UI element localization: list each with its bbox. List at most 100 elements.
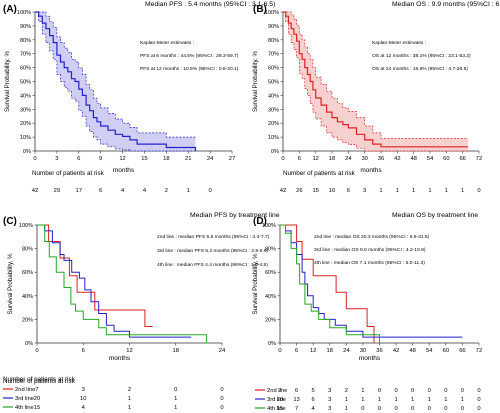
at-risk-count: 6 <box>312 397 315 403</box>
annotation-text: Kaplan-Meier estimates : <box>372 40 426 46</box>
y-tick-label: 20% <box>265 317 276 323</box>
at-risk-count: 1 <box>345 397 348 403</box>
x-tick-label: 27 <box>229 156 235 162</box>
annotation-text: 2nd line : median OS 20.3 months (95%CI … <box>314 234 430 240</box>
ci-lower-line <box>283 11 469 152</box>
at-risk-count: 4 <box>312 406 316 412</box>
at-risk-count: 3 <box>363 188 366 194</box>
y-tick-label: 80% <box>268 38 279 44</box>
legend-label: 4th line <box>15 405 34 411</box>
y-tick-label: 40% <box>268 93 279 99</box>
at-risk-count: 4 <box>82 405 86 411</box>
at-risk-count: 3 <box>328 397 331 403</box>
at-risk-count: 1 <box>345 406 348 412</box>
annotation-text: OS at 12 months : 38.1% (95%CI : 23.1-53… <box>372 53 471 59</box>
x-tick-label: 3 <box>55 156 58 162</box>
x-tick-label: 24 <box>219 348 226 354</box>
at-risk-count: 15 <box>312 188 318 194</box>
panel-c: (C)Median PFS by treatment line0%20%40%6… <box>3 212 280 411</box>
y-tick-label: 20% <box>20 121 31 127</box>
y-tick-label: 80% <box>20 38 31 44</box>
annotation-text: 2nd line : median PFS 5.8 months (95%CI … <box>157 234 270 240</box>
x-tick-label: 0 <box>278 348 281 354</box>
at-risk-count: 10 <box>80 396 86 402</box>
at-risk-count: 17 <box>76 188 82 194</box>
at-risk-count: 1 <box>361 397 364 403</box>
at-risk-count: 3 <box>328 406 331 412</box>
ci-lower-line <box>35 11 196 152</box>
x-tick-label: 18 <box>163 156 169 162</box>
at-risk-count: 7 <box>295 406 298 412</box>
x-tick-label: 54 <box>426 348 433 354</box>
series-line-3rd-line <box>37 224 192 338</box>
x-axis-label: months <box>359 355 381 362</box>
km-estimate-line <box>283 11 469 148</box>
x-tick-label: 60 <box>443 348 449 354</box>
at-risk-count: 0 <box>461 388 464 394</box>
y-tick-label: 10% <box>20 135 31 141</box>
at-risk-count: 6 <box>99 188 102 194</box>
annotation-text: PFS at 6 months : 44.5% (95%CI : 29.3-59… <box>140 53 239 59</box>
at-risk-count: 1 <box>174 396 177 402</box>
x-axis-label: months <box>113 167 135 174</box>
x-tick-label: 24 <box>343 348 350 354</box>
x-tick-label: 24 <box>345 156 352 162</box>
legend-label: 2nd line <box>267 388 287 394</box>
at-risk-count: 5 <box>312 388 315 394</box>
x-tick-label: 60 <box>443 156 449 162</box>
at-risk-count: 0 <box>428 406 431 412</box>
y-tick-label: 60% <box>22 270 33 276</box>
series-line-4th-line <box>37 224 208 343</box>
panel-d: (D)Median OS by treatment line0%20%40%60… <box>3 212 482 412</box>
x-axis-label: months <box>109 355 131 362</box>
chart-title: Median OS by treatment line <box>392 212 478 219</box>
annotations: Kaplan-Meier estimates : PFS at 6 months … <box>140 40 239 72</box>
panel-label: (C) <box>3 216 17 227</box>
legend-label: 4th line <box>267 406 286 412</box>
annotations: Kaplan-Meier estimates : OS at 12 months … <box>372 40 471 72</box>
x-tick-label: 9 <box>99 156 102 162</box>
annotation-text: PFS at 12 months : 10.5% (95%CI : 0.8-20… <box>140 66 239 72</box>
km-estimate-line <box>35 11 197 151</box>
x-tick-label: 12 <box>119 156 125 162</box>
chart-title: Median OS : 9.9 months (95%CI : 6.6-13.4… <box>392 1 500 8</box>
x-tick-label: 30 <box>360 348 366 354</box>
x-tick-label: 24 <box>207 156 214 162</box>
panel-label: (D) <box>253 216 267 227</box>
y-tick-label: 70% <box>268 52 279 58</box>
annotations: 2nd line : median OS 20.3 months (95%CI … <box>314 234 430 266</box>
y-axis-label: Survival Probability, % <box>4 50 11 112</box>
at-risk-count: 15 <box>34 405 40 411</box>
y-tick-label: 40% <box>20 93 31 99</box>
at-risk-count: 1 <box>444 397 447 403</box>
at-risk-count: 1 <box>174 405 177 411</box>
y-axis-label: Survival Probability, % <box>7 253 14 315</box>
series-line-4th-line <box>280 224 380 343</box>
x-axis-label: months <box>360 167 382 174</box>
series-line-2nd-line <box>37 224 153 327</box>
at-risk-count: 0 <box>378 388 381 394</box>
y-tick-label: 10% <box>268 135 279 141</box>
at-risk-count: 42 <box>280 188 286 194</box>
panel-label: (B) <box>253 4 267 15</box>
x-tick-label: 12 <box>310 348 316 354</box>
x-tick-label: 18 <box>327 348 333 354</box>
y-tick-label: 90% <box>268 24 279 30</box>
x-tick-label: 6 <box>298 156 301 162</box>
at-risk-count: 0 <box>411 388 414 394</box>
y-tick-label: 40% <box>22 294 33 300</box>
x-tick-label: 48 <box>410 156 416 162</box>
at-risk-count: 2 <box>128 387 131 393</box>
y-tick-label: 90% <box>20 24 31 30</box>
at-risk-count: 0 <box>444 406 447 412</box>
at-risk-count: 0 <box>361 406 364 412</box>
x-tick-label: 21 <box>185 156 191 162</box>
at-risk-count: 0 <box>378 406 381 412</box>
y-tick-label: 100% <box>17 10 31 16</box>
y-tick-label: 50% <box>268 80 279 86</box>
y-tick-label: 20% <box>268 121 279 127</box>
